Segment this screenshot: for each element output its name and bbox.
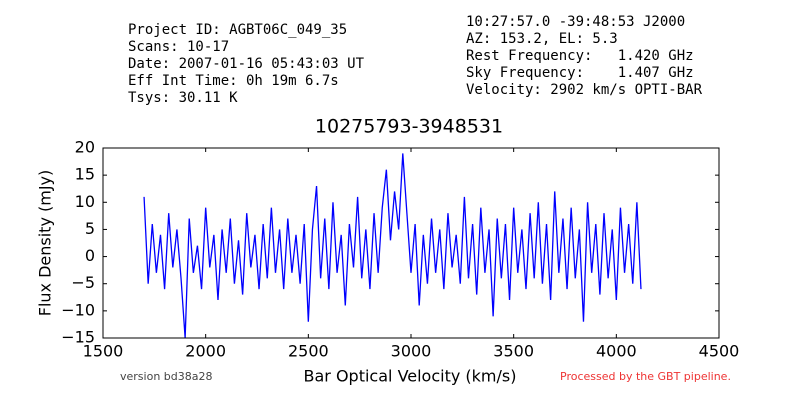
y-tick-label: −10 (61, 300, 95, 319)
x-tick-label: 3000 (391, 342, 432, 361)
header-line: Velocity: 2902 km/s OPTI-BAR (466, 82, 703, 98)
header-line: AZ: 153.2, EL: 5.3 (466, 31, 618, 47)
spectrum-line (143, 153, 642, 339)
x-tick-label: 2000 (185, 342, 226, 361)
y-tick-label: 5 (85, 219, 95, 238)
x-tick-label: 2500 (288, 342, 329, 361)
header-line: Tsys: 30.11 K (128, 90, 238, 106)
y-tick-label: −5 (71, 273, 95, 292)
y-tick-label: 20 (75, 138, 95, 157)
header-line: Rest Frequency: 1.420 GHz (466, 48, 694, 64)
header-line: 10:27:57.0 -39:48:53 J2000 (466, 14, 685, 30)
header-line: Date: 2007-01-16 05:43:03 UT (128, 56, 365, 72)
x-tick-label: 1500 (83, 342, 124, 361)
x-tick-label: 4000 (596, 342, 637, 361)
y-tick-label: 15 (75, 165, 95, 184)
y-tick-label: −15 (61, 328, 95, 347)
chart-title: 10275793-3948531 (315, 116, 503, 138)
header-line: Sky Frequency: 1.407 GHz (466, 65, 694, 81)
y-tick-label: 10 (75, 192, 95, 211)
x-tick-label: 4500 (699, 342, 740, 361)
x-axis-label: Bar Optical Velocity (km/s) (304, 367, 517, 386)
pipeline-note: Processed by the GBT pipeline. (560, 370, 731, 383)
y-axis-label: Flux Density (mJy) (36, 170, 55, 317)
version-note: version bd38a28 (120, 370, 213, 383)
header-line: Project ID: AGBT06C_049_35 (128, 22, 347, 38)
x-tick-label: 3500 (493, 342, 534, 361)
header-line: Scans: 10-17 (128, 39, 229, 55)
y-tick-label: 0 (85, 246, 95, 265)
header-line: Eff Int Time: 0h 19m 6.7s (128, 73, 339, 89)
